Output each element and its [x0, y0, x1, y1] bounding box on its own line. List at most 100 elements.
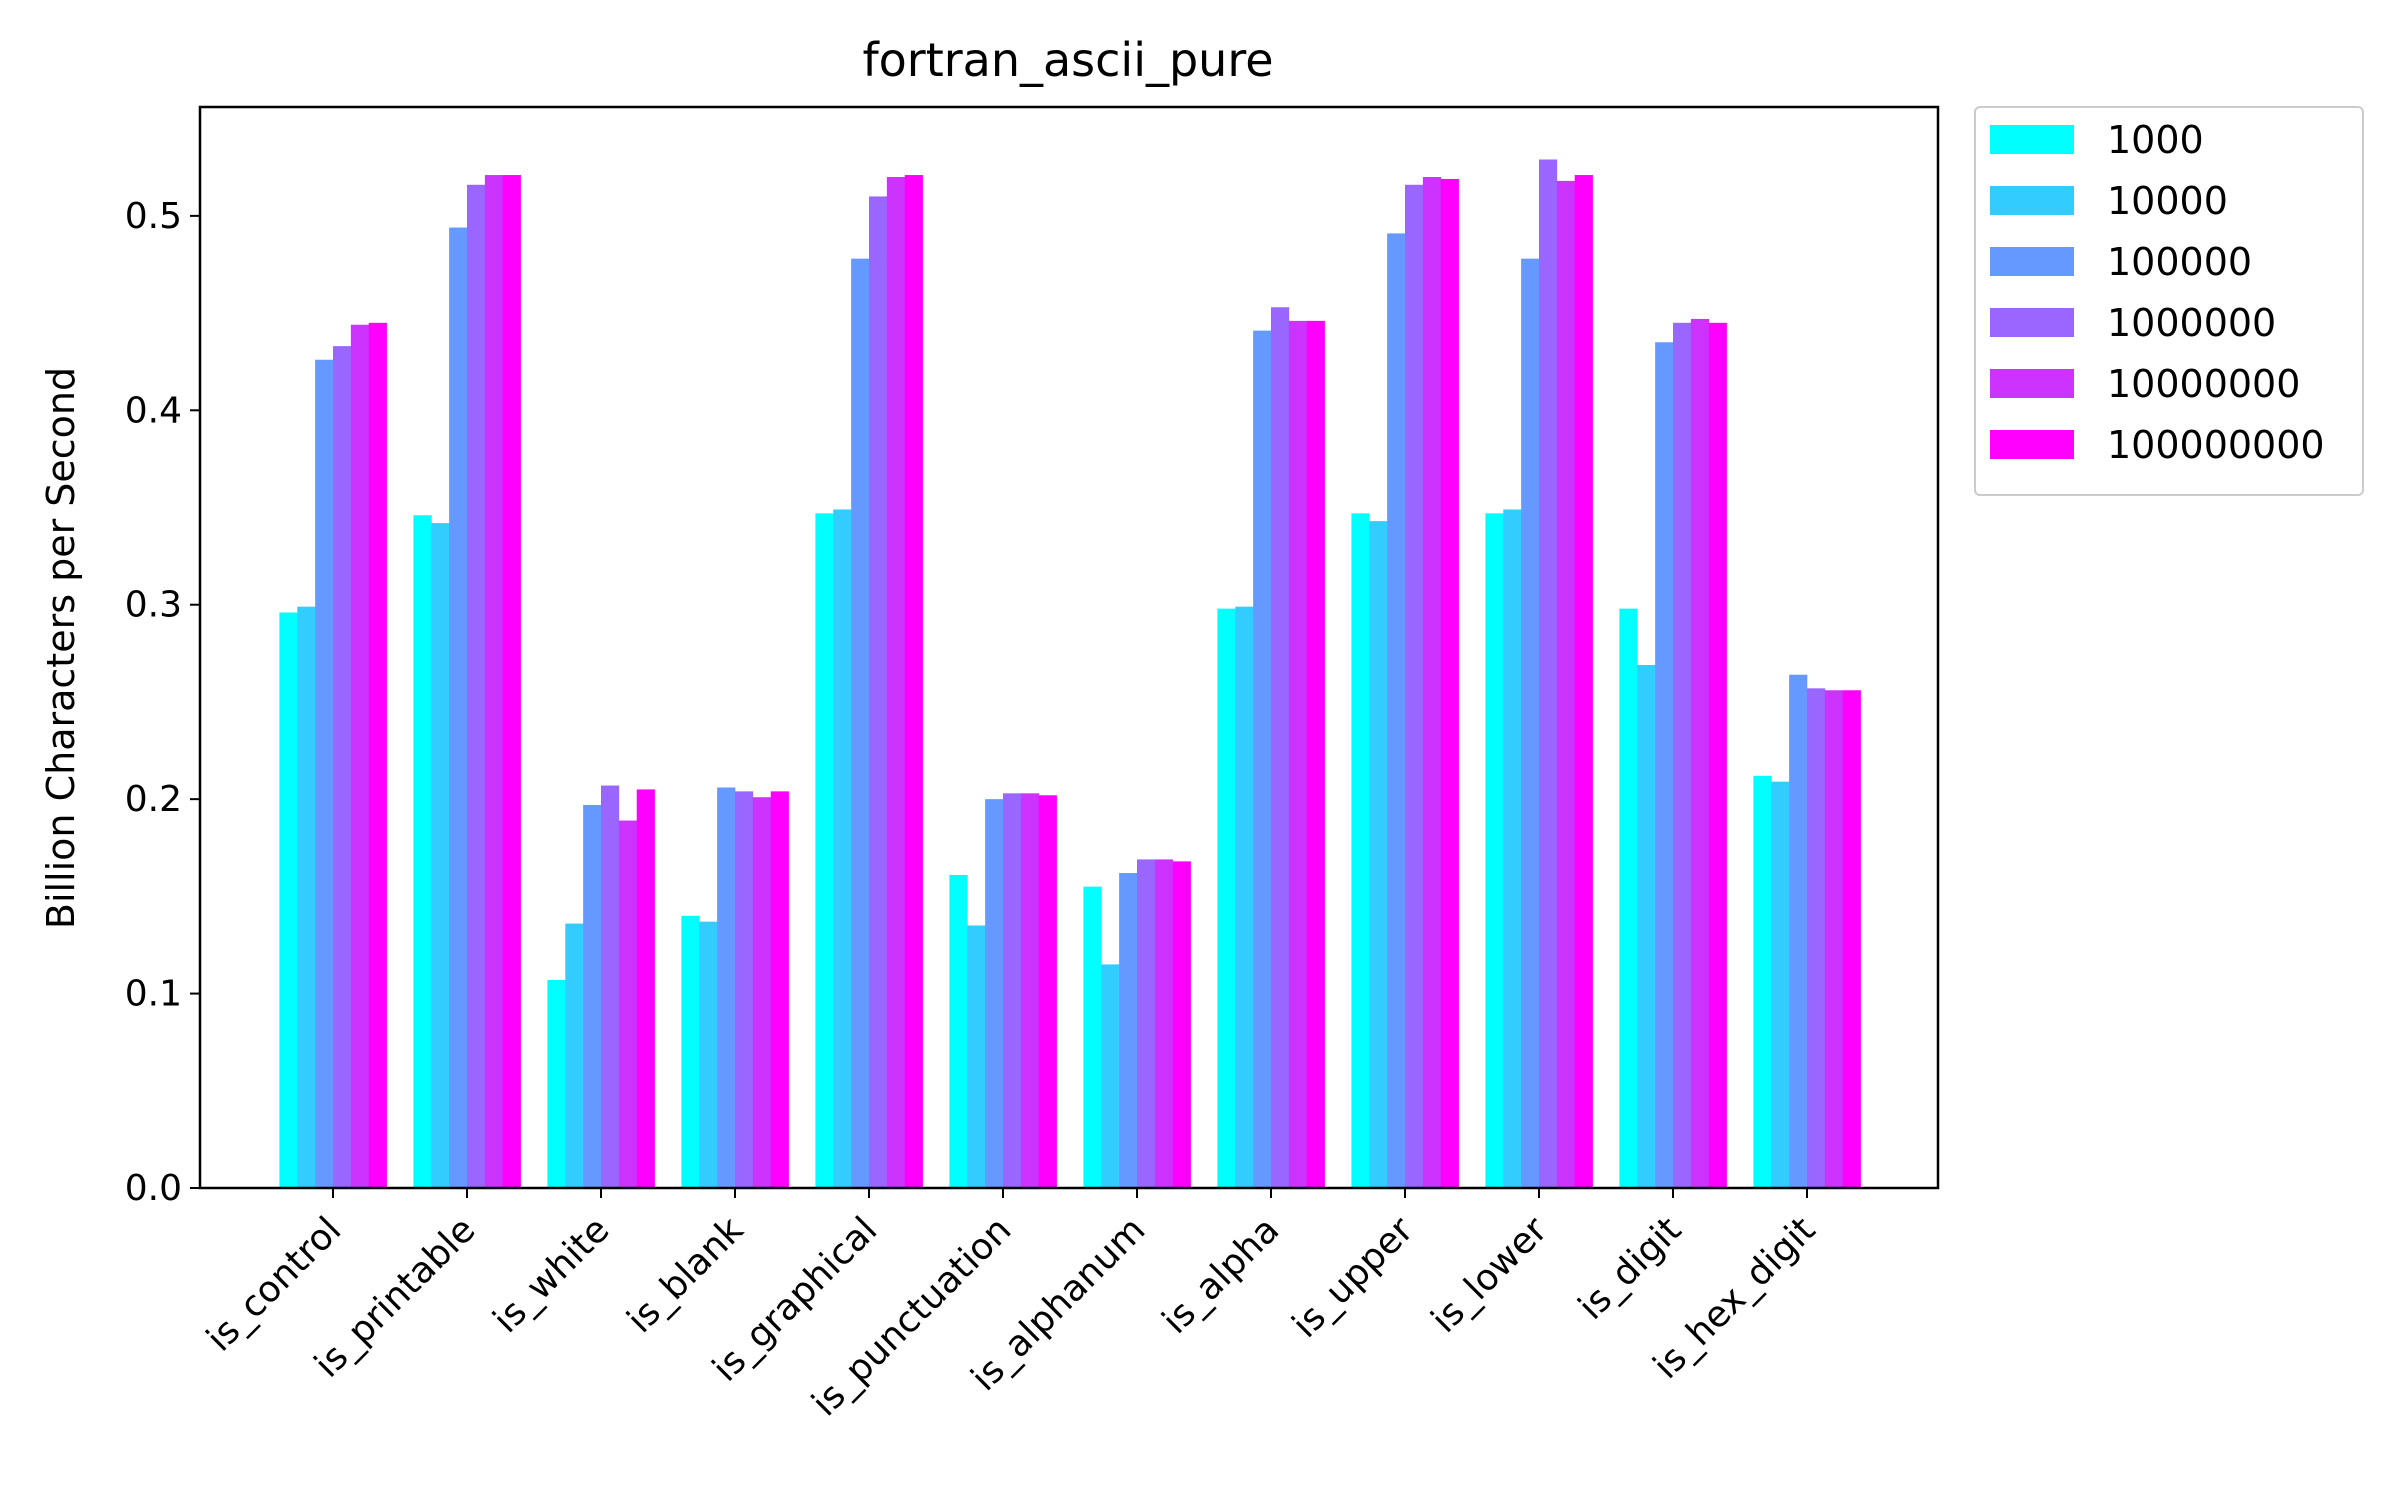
series-10000000	[350, 175, 1844, 1189]
bar	[601, 785, 620, 1188]
bar	[1405, 184, 1424, 1188]
series-10000	[297, 509, 1790, 1189]
bar	[1369, 521, 1388, 1188]
bar	[1083, 886, 1102, 1188]
bar	[1288, 320, 1308, 1188]
bar	[1771, 781, 1790, 1188]
bar	[1172, 861, 1191, 1188]
legend-swatch	[1990, 369, 2074, 398]
bar	[583, 804, 602, 1188]
bar	[484, 175, 504, 1189]
bar	[735, 791, 754, 1188]
legend-label: 1000000	[2107, 301, 2276, 345]
bar	[1521, 258, 1540, 1188]
bar	[1422, 176, 1442, 1189]
legend-label: 1000	[2107, 118, 2204, 162]
series-100000000	[368, 175, 1861, 1189]
bar	[1753, 775, 1772, 1188]
bar	[1842, 690, 1861, 1188]
bar	[1253, 330, 1272, 1189]
bar	[413, 515, 432, 1188]
bar	[869, 196, 888, 1188]
legend-swatch	[1990, 308, 2074, 337]
bar	[1807, 688, 1826, 1188]
bar	[1038, 795, 1057, 1188]
y-tick-label: 0.3	[125, 585, 182, 626]
bar	[1306, 320, 1325, 1188]
bar	[1556, 180, 1576, 1188]
legend: 1000 10000 100000 1000000 10000000 100000000	[1974, 106, 2364, 496]
bar	[1690, 318, 1710, 1188]
bar	[717, 787, 736, 1188]
bar	[815, 513, 834, 1188]
series-1000000	[333, 159, 1826, 1189]
axes-frame	[198, 105, 1940, 1190]
legend-swatch	[1990, 247, 2074, 276]
y-tick-label: 0.4	[125, 390, 182, 431]
bar	[350, 324, 370, 1188]
bar	[1824, 690, 1844, 1188]
bar	[1440, 178, 1459, 1188]
x-tick-label: is_alpha	[1155, 1209, 1288, 1342]
bar	[1154, 859, 1174, 1188]
x-tick-label: is_blank	[620, 1209, 752, 1341]
bar	[1655, 342, 1674, 1188]
bar	[1003, 793, 1022, 1188]
bar	[1673, 322, 1692, 1188]
x-tick-label: is_lower	[1424, 1209, 1556, 1341]
bar	[1789, 674, 1808, 1188]
bar	[1619, 608, 1638, 1188]
plot-area: 0.00.10.20.30.40.5is_controlis_printable…	[125, 105, 1940, 1424]
bar	[985, 799, 1004, 1188]
bar	[967, 925, 986, 1188]
legend-label: 100000000	[2107, 423, 2325, 467]
bar	[752, 797, 772, 1188]
bar	[547, 979, 566, 1188]
legend-label: 10000	[2107, 179, 2228, 223]
y-tick-label: 0.5	[125, 196, 182, 237]
bar	[431, 523, 450, 1188]
x-tick-label: is_digit	[1571, 1209, 1690, 1328]
bar	[1503, 509, 1522, 1189]
bar	[1539, 159, 1558, 1189]
bar	[851, 258, 870, 1188]
bar	[1271, 307, 1290, 1188]
x-tick-label: is_upper	[1285, 1209, 1422, 1346]
legend-swatch	[1990, 186, 2074, 215]
bar	[1351, 513, 1370, 1188]
y-tick-label: 0.1	[125, 974, 182, 1015]
x-tick-label: is_white	[486, 1209, 618, 1341]
legend-swatch	[1990, 430, 2074, 459]
y-tick-label: 0.2	[125, 779, 182, 820]
bar	[1020, 793, 1040, 1188]
bar	[449, 227, 468, 1189]
legend-swatch	[1990, 125, 2074, 154]
bar	[770, 791, 789, 1188]
y-axis-label: Billion Characters per Second	[39, 367, 83, 929]
bar	[1217, 608, 1236, 1188]
legend-label: 10000000	[2107, 362, 2300, 406]
y-tick-label: 0.0	[125, 1168, 182, 1209]
bar	[949, 874, 968, 1188]
bar	[1137, 859, 1156, 1188]
bar	[1637, 665, 1656, 1188]
bar	[1101, 964, 1120, 1188]
bar	[636, 789, 655, 1188]
bar	[1708, 322, 1727, 1188]
bar	[502, 175, 521, 1189]
bar	[699, 921, 718, 1188]
bar	[833, 509, 852, 1189]
bar	[886, 176, 906, 1189]
series-100000	[315, 227, 1808, 1189]
bar	[297, 606, 316, 1188]
legend-label: 100000	[2107, 240, 2252, 284]
bar	[618, 820, 638, 1188]
bar	[1119, 873, 1138, 1188]
bar	[681, 915, 700, 1188]
bar	[279, 612, 298, 1188]
bar	[1235, 606, 1254, 1188]
bar	[904, 175, 923, 1189]
bar	[1485, 513, 1504, 1188]
bar	[1387, 233, 1406, 1188]
